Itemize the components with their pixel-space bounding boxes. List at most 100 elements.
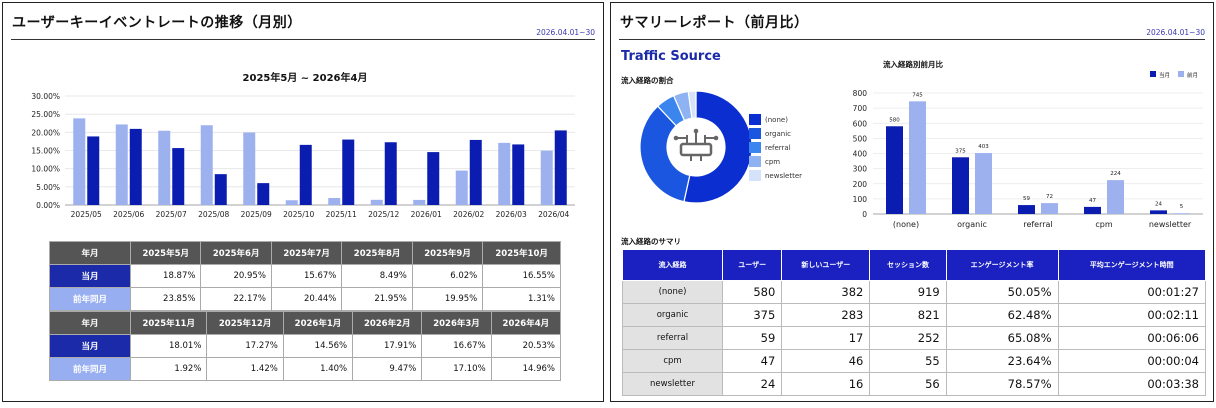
bar	[1018, 205, 1035, 214]
y-tick-label: 15.00%	[31, 147, 60, 156]
data-cell: 919	[869, 280, 947, 304]
month-header: 2026年3月	[421, 311, 492, 335]
cell-current: 16.67%	[421, 334, 492, 358]
data-cell: 252	[869, 326, 947, 350]
source-cell: (none)	[622, 280, 723, 304]
bar	[370, 199, 383, 205]
cell-current: 18.87%	[129, 264, 202, 288]
bar	[172, 148, 185, 205]
bar	[285, 200, 298, 205]
cell-current: 17.27%	[206, 334, 284, 358]
summary-caption: 流入経路のサマリ	[621, 237, 681, 246]
data-cell: 382	[781, 280, 871, 304]
column-header: 平均エンゲージメント時間	[1057, 249, 1207, 281]
left-date: 2026.04.01~30	[536, 28, 595, 37]
source-cell: organic	[622, 303, 723, 327]
data-cell: 00:00:04	[1057, 349, 1207, 373]
data-label: 47	[1089, 198, 1096, 204]
data-cell: 62.48%	[945, 303, 1059, 327]
data-cell: 50.05%	[945, 280, 1059, 304]
y-tick-label: 5.00%	[36, 183, 60, 192]
cell-current: 20.53%	[490, 334, 562, 358]
bar	[427, 152, 440, 205]
pie-slice	[683, 90, 753, 204]
traffic-source-title: Traffic Source	[621, 49, 721, 64]
x-tick-label: 2025/11	[326, 210, 357, 219]
x-tick-label: referral	[1023, 220, 1052, 229]
legend-label: cpm	[765, 158, 780, 166]
data-label: 745	[912, 92, 923, 98]
bar	[975, 153, 992, 214]
pie-slice	[639, 105, 691, 203]
source-cell: cpm	[622, 349, 723, 373]
bar	[214, 174, 227, 205]
data-label: 24	[1155, 201, 1162, 207]
data-label: 59	[1023, 196, 1030, 202]
cell-current: 17.91%	[352, 334, 423, 358]
right-panel-title: サマリーレポート（前月比）	[620, 15, 809, 31]
legend-swatch	[749, 114, 761, 125]
cell-current: 16.55%	[482, 264, 561, 288]
data-cell: 16	[781, 372, 871, 396]
bar	[413, 199, 426, 205]
data-label: 5	[1180, 204, 1184, 210]
row-label-current: 当月	[49, 264, 131, 288]
y-tick-label: 800	[853, 89, 868, 98]
bar	[243, 132, 256, 205]
data-cell: 17	[781, 326, 871, 350]
x-tick-label: newsletter	[1149, 220, 1192, 229]
bar	[909, 101, 926, 214]
y-tick-label: 25.00%	[31, 110, 60, 119]
column-header: 新しいユーザー	[781, 249, 871, 281]
cell-current: 18.01%	[129, 334, 208, 358]
cell-prev: 20.44%	[270, 287, 343, 311]
y-tick-label: 200	[853, 180, 868, 189]
data-cell: 47	[721, 349, 783, 373]
cell-prev: 1.31%	[482, 287, 561, 311]
table-row: (none) 580 382 919 50.05% 00:01:27	[622, 280, 1207, 304]
bar	[1107, 180, 1124, 214]
monthly-table-1: 年月 2025年5月 2025年6月 2025年7月 2025年8月 2025年…	[49, 241, 561, 311]
legend-label: referral	[765, 144, 791, 152]
data-cell: 00:03:38	[1057, 372, 1207, 396]
data-cell: 46	[781, 349, 871, 373]
monthly-table-2: 年月 2025年11月 2025年12月 2026年1月 2026年2月 202…	[49, 311, 562, 381]
x-tick-label: cpm	[1095, 220, 1112, 229]
legend-swatch	[749, 128, 761, 139]
cell-current: 8.49%	[341, 264, 413, 288]
bar	[1084, 206, 1101, 214]
bar	[299, 144, 312, 205]
x-tick-label: 2025/05	[71, 210, 102, 219]
bar	[952, 157, 969, 214]
data-cell: 375	[721, 303, 783, 327]
legend-swatch	[749, 170, 761, 181]
cell-prev: 1.92%	[129, 357, 208, 381]
month-header: 2025年5月	[129, 241, 202, 265]
right-date: 2026.04.01~30	[1146, 28, 1205, 37]
cell-prev: 1.40%	[282, 357, 354, 381]
bar	[540, 150, 553, 205]
cell-prev: 23.85%	[129, 287, 202, 311]
column-header: エンゲージメント率	[945, 249, 1059, 281]
cell-current: 20.95%	[200, 264, 272, 288]
month-header: 2025年8月	[341, 241, 413, 265]
cell-prev: 22.17%	[200, 287, 272, 311]
month-header: 2025年7月	[270, 241, 343, 265]
cell-prev: 17.10%	[421, 357, 492, 381]
x-tick-label: 2025/09	[241, 210, 272, 219]
row-label-prev: 前年同月	[49, 287, 131, 311]
month-header: 2025年11月	[129, 311, 208, 335]
column-header: 流入経路	[622, 249, 723, 281]
y-tick-label: 30.00%	[31, 92, 60, 101]
data-cell: 00:02:11	[1057, 303, 1207, 327]
bar	[886, 126, 903, 214]
bar	[257, 183, 270, 205]
month-header: 2026年1月	[282, 311, 354, 335]
x-tick-label: 2026/02	[453, 210, 484, 219]
column-header: ユーザー	[721, 249, 783, 281]
y-tick-label: 20.00%	[31, 128, 60, 137]
y-tick-label: 100	[853, 195, 868, 204]
bar	[200, 125, 213, 205]
right-panel: サマリーレポート（前月比） 2026.04.01~30 Traffic Sour…	[610, 2, 1214, 402]
legend-prev-label: 前月	[1187, 71, 1198, 79]
